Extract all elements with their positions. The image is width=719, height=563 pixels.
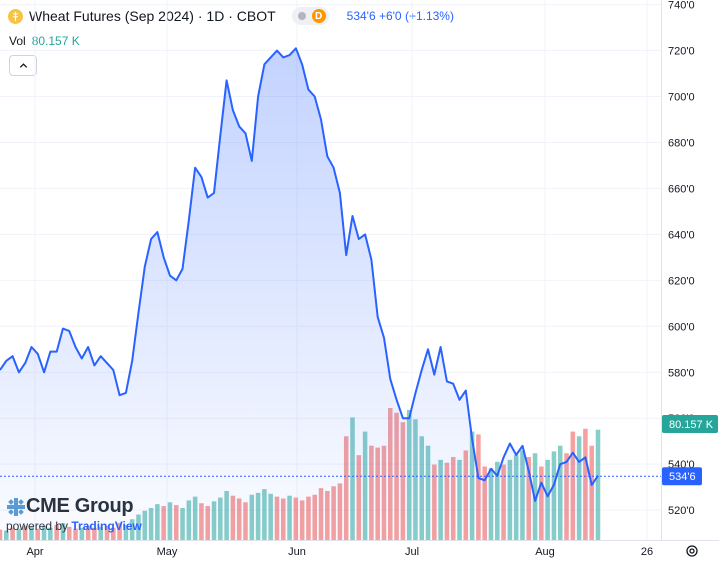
price-tick-label: 680'0 bbox=[668, 137, 695, 149]
price-tick-label: 740'0 bbox=[668, 0, 695, 12]
price-tick-label: 580'0 bbox=[668, 367, 695, 379]
chevron-up-icon bbox=[19, 63, 27, 68]
time-tick-label: May bbox=[157, 546, 178, 558]
cme-group-logo-text: CME Group bbox=[26, 495, 134, 517]
price-tick-label: 520'0 bbox=[668, 505, 695, 517]
time-tick-label: Apr bbox=[26, 546, 43, 558]
time-tick-label: 26 bbox=[641, 546, 653, 558]
volume-axis-label: 80.157 K bbox=[669, 419, 714, 431]
collapse-legend-button[interactable] bbox=[9, 55, 37, 76]
axis-price-labels: 80.157 K 534'6 bbox=[662, 415, 718, 486]
time-tick-label: Aug bbox=[535, 546, 555, 558]
price-tick-label: 720'0 bbox=[668, 46, 695, 58]
time-tick-label: Jun bbox=[288, 546, 306, 558]
market-closed-dot-icon bbox=[297, 12, 306, 20]
cme-branding: CME Group powered by TradingView bbox=[6, 495, 142, 533]
symbol-title[interactable]: Wheat Futures (Sep 2024) · 1D · CBOT bbox=[29, 8, 276, 24]
chart-settings-button[interactable] bbox=[685, 544, 699, 558]
volume-legend-label: Vol bbox=[9, 34, 26, 48]
price-tick-label: 620'0 bbox=[668, 275, 695, 287]
gear-icon bbox=[686, 545, 698, 557]
price-line bbox=[0, 47, 599, 502]
chart-legend: Wheat Futures (Sep 2024) · 1D · CBOT D 5… bbox=[8, 6, 454, 26]
volume-legend: Vol 80.157 K bbox=[9, 34, 80, 48]
delayed-data-badge: D bbox=[311, 9, 326, 23]
price-tick-label: 660'0 bbox=[668, 183, 695, 195]
volume-legend-value: 80.157 K bbox=[31, 34, 80, 48]
last-price-axis-badge bbox=[662, 467, 702, 486]
powered-by-prefix: powered by bbox=[6, 519, 72, 533]
volume-axis-badge bbox=[662, 415, 718, 433]
cme-globe-icon bbox=[7, 497, 25, 516]
last-price-change: 534'6 +6'0 (+1.13%) bbox=[346, 9, 454, 23]
price-tick-label: 700'0 bbox=[668, 92, 695, 104]
price-tick-label: 600'0 bbox=[668, 321, 695, 333]
powered-by-tradingview[interactable]: powered by TradingView bbox=[6, 519, 142, 533]
last-price-axis-label: 534'6 bbox=[669, 471, 696, 483]
price-area-fill bbox=[0, 48, 598, 541]
time-tick-label: Jul bbox=[405, 546, 419, 558]
tradingview-brand: TradingView bbox=[71, 519, 142, 533]
price-tick-label: 640'0 bbox=[668, 229, 695, 241]
wheat-icon bbox=[8, 8, 23, 24]
market-status-pill[interactable]: D bbox=[291, 7, 329, 25]
